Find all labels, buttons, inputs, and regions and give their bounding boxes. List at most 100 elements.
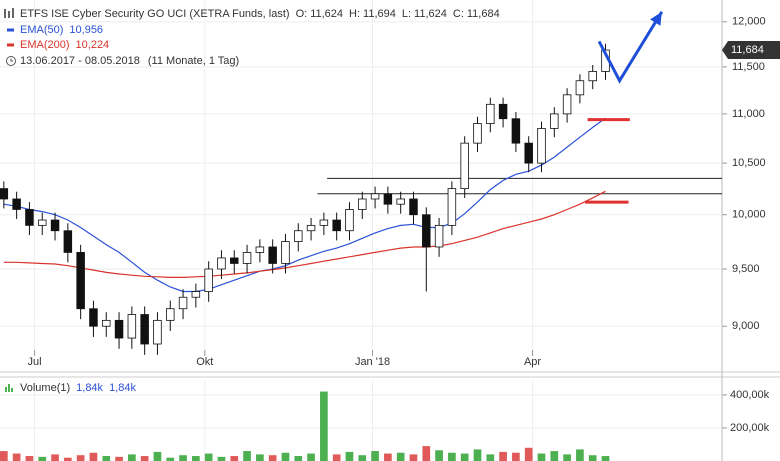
candle-body [12, 198, 21, 210]
x-tick-label: Jan '18 [355, 356, 390, 368]
legend-name: EMA(200) [20, 39, 70, 51]
y-tick-label: 10,000 [732, 209, 766, 221]
y-tick-label: 10,500 [732, 157, 766, 169]
candle-body [537, 128, 546, 164]
volume-bar [243, 451, 251, 461]
volume-bar [588, 455, 597, 461]
volume-bar [38, 456, 47, 461]
volume-bar [153, 451, 162, 461]
range-note: (11 Monate, 1 Tag) [148, 55, 239, 67]
volume-bar [332, 454, 341, 461]
forecast-arrow [597, 11, 664, 84]
candle-body [204, 268, 213, 292]
volume-bar [537, 453, 546, 461]
candle-body [114, 319, 124, 339]
y-tick-label: 400,00k [730, 389, 770, 401]
candle-body [127, 314, 137, 339]
volume-value: 1,84k [109, 382, 136, 394]
volume-bar [51, 454, 59, 461]
candle-body [217, 257, 226, 270]
candle-body [230, 257, 239, 264]
last-price-pointer [722, 41, 780, 60]
candle-body [319, 219, 329, 226]
volume-bar [320, 391, 328, 461]
quote-value: 11,624 [414, 8, 447, 20]
volume-bar [460, 453, 469, 461]
volume-bar [486, 454, 495, 461]
candle-body [498, 103, 508, 120]
volume-bar [358, 455, 367, 461]
candle-body [524, 142, 533, 164]
candle-body [550, 113, 559, 129]
candle-body [255, 246, 265, 253]
volume-bar [76, 455, 85, 461]
volume-bar [601, 456, 610, 461]
volume-bar [524, 447, 533, 461]
volume-legend: Volume(1) 1,84k 1,84k [20, 382, 136, 394]
candle-body [153, 319, 162, 345]
quote-value: 11,684 [467, 8, 500, 20]
volume-bar [64, 457, 72, 461]
candle-body [281, 241, 290, 264]
volume-bar [512, 452, 520, 461]
candle-body [191, 291, 201, 298]
y-tick-label: 11,000 [732, 108, 765, 120]
candle-body [562, 94, 572, 115]
volume-bar [230, 456, 239, 461]
volume-bar [435, 450, 443, 461]
volume-bar [281, 452, 290, 461]
candle-body [242, 252, 252, 264]
volume-bar [384, 453, 392, 461]
clock-icon [6, 56, 16, 66]
volume-icon [5, 384, 13, 392]
volume-bar [179, 455, 187, 461]
volume-bar [307, 453, 315, 461]
volume-bar [0, 451, 8, 461]
candle-body [511, 118, 521, 144]
x-tick-label: Okt [196, 356, 213, 368]
candle-body [370, 193, 380, 200]
candle-body [306, 224, 316, 232]
quote-value: 11,624 [310, 8, 343, 20]
candle-body [25, 209, 34, 226]
volume-value: 1,84k [76, 382, 103, 394]
y-tick-label: 200,00k [730, 422, 770, 434]
date-range: 13.06.2017 - 08.05.2018 (11 Monate, 1 Tag… [20, 55, 239, 67]
y-tick-label: 12,000 [732, 16, 766, 28]
volume-bar [422, 446, 431, 461]
volume-name: Volume(1) [20, 382, 70, 394]
candle-body [383, 193, 393, 205]
volume-bar [102, 456, 111, 461]
y-tick-label: 11,500 [732, 61, 765, 73]
volume-bar [25, 456, 34, 461]
ema-line [3, 117, 606, 293]
volume-bar [115, 456, 123, 461]
candle-body [38, 219, 47, 226]
volume-bar [294, 456, 303, 461]
volume-bar [473, 449, 482, 461]
volume-bar [217, 456, 226, 461]
volume-bar [256, 454, 264, 461]
y-tick-label: 9,000 [732, 320, 760, 332]
volume-bar [345, 451, 354, 461]
range-text: 13.06.2017 - 08.05.2018 [20, 55, 140, 67]
candle-body [178, 296, 188, 310]
candle-body [76, 252, 85, 310]
title-text: ETFS ISE Cyber Security GO UCI (XETRA Fu… [20, 8, 290, 20]
chart-title: ETFS ISE Cyber Security GO UCI (XETRA Fu… [20, 8, 500, 20]
candle-body [0, 188, 9, 200]
x-tick-label: Jul [28, 356, 42, 368]
volume-bar [268, 455, 277, 461]
ema-line [3, 190, 606, 278]
candle-body [268, 246, 277, 264]
candle-body [447, 188, 457, 226]
volume-bar [192, 456, 200, 461]
candle-body [486, 103, 495, 124]
volume-bar [550, 451, 559, 461]
candle-body [358, 198, 367, 210]
volume-bar [12, 453, 21, 461]
volume-bar [499, 451, 507, 461]
quote-label: C: [453, 8, 464, 20]
volume-bar [371, 451, 379, 461]
